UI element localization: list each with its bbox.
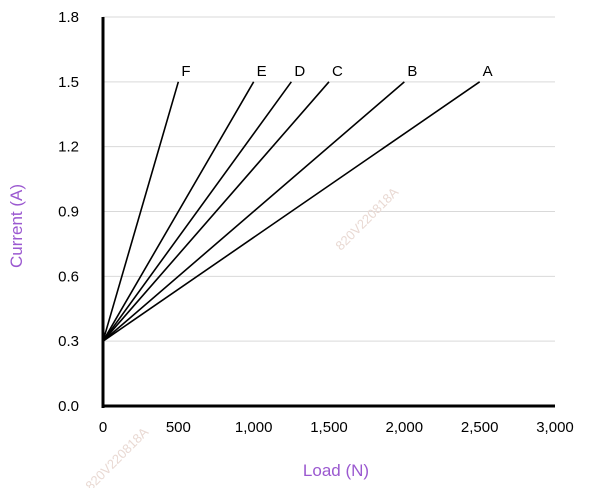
watermark-layer: 820V220818A 820V220818A [82, 184, 401, 488]
y-tick-label: 1.8 [58, 9, 79, 26]
x-tick-label: 0 [99, 419, 107, 436]
x-axis-title: Load (N) [303, 461, 369, 480]
y-axis-title: Current (A) [7, 184, 26, 268]
y-tick-label: 0.0 [58, 398, 79, 415]
series-label-A: A [483, 63, 493, 80]
y-tick-label: 1.2 [58, 139, 79, 156]
series-line-F [102, 81, 180, 342]
series-label-D: D [294, 63, 305, 80]
series-line-C [102, 81, 330, 342]
y-tick-label: 0.6 [58, 268, 79, 285]
series-label-E: E [257, 63, 267, 80]
series-label-F: F [181, 63, 190, 80]
series-label-C: C [332, 63, 343, 80]
series-lines [102, 81, 481, 342]
series-labels: A B C D E F [181, 63, 492, 80]
series-line-A [102, 81, 481, 342]
y-tick-label: 0.9 [58, 204, 79, 221]
series-line-B [102, 81, 405, 342]
y-tick-label: 1.5 [58, 74, 79, 91]
x-tick-label: 1,000 [235, 419, 273, 436]
y-tick-label: 0.3 [58, 333, 79, 350]
axes [101, 17, 555, 408]
x-tick-label: 2,000 [386, 419, 424, 436]
series-line-D [102, 81, 292, 342]
watermark-text: 820V220818A [332, 184, 401, 253]
watermark-text: 820V220818A [82, 424, 151, 488]
series-line-E [102, 81, 255, 342]
x-tick-label: 500 [166, 419, 191, 436]
series-label-B: B [407, 63, 417, 80]
x-tick-label: 2,500 [461, 419, 499, 436]
x-tick-label: 3,000 [536, 419, 574, 436]
tick-labels: 0 500 1,000 1,500 2,000 2,500 3,000 0.0 0.3 0.6 0.… [58, 9, 574, 436]
x-tick-label: 1,500 [310, 419, 348, 436]
